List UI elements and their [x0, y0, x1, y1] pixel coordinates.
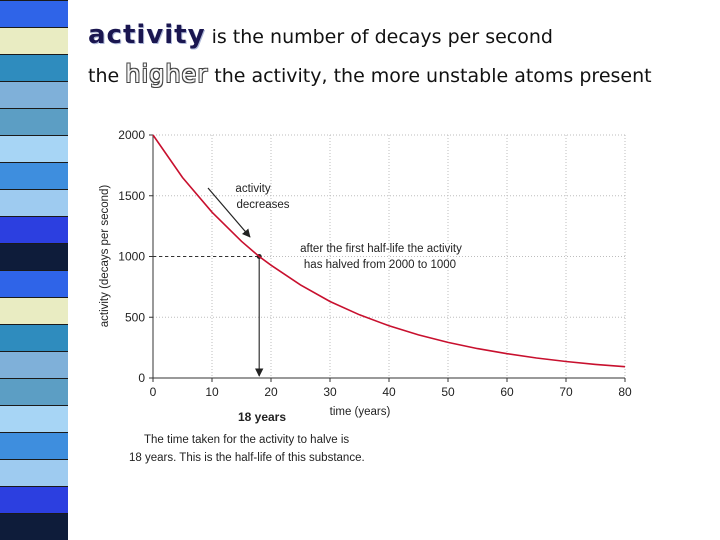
- keyword-activity: activity: [88, 20, 206, 50]
- stripe-block: [0, 270, 68, 297]
- stripe-block: [0, 162, 68, 189]
- x-tick-label: 70: [559, 385, 573, 399]
- x-tick-label: 80: [618, 385, 632, 399]
- y-tick-label: 2000: [118, 128, 145, 142]
- stripe-block: [0, 324, 68, 351]
- stripe-block: [0, 216, 68, 243]
- caption-line2: 18 years. This is the half-life of this …: [129, 452, 365, 464]
- decorative-stripe: [0, 0, 68, 540]
- halved-annotation-line2: has halved from 2000 to 1000: [304, 259, 456, 271]
- x-tick-label: 50: [441, 385, 455, 399]
- y-tick-label: 1000: [118, 250, 145, 264]
- activity-curve: [152, 134, 626, 368]
- stripe-block: [0, 486, 68, 513]
- stripe-block: [0, 297, 68, 324]
- grid: [153, 134, 626, 378]
- stripe-block: [0, 54, 68, 81]
- x-tick-label: 60: [500, 385, 514, 399]
- x-tick-label: 10: [205, 385, 219, 399]
- caption-line1: The time taken for the activity to halve…: [144, 434, 349, 446]
- x-tick-label: 30: [323, 385, 337, 399]
- definition-line: activity is the number of decays per sec…: [88, 20, 553, 50]
- stripe-block: [0, 0, 68, 27]
- tick-labels: 0 10 20 30 40 50 60 70 80 0 500 1000 1500 2000: [118, 128, 632, 399]
- y-tick-label: 1500: [118, 189, 145, 203]
- stripe-block: [0, 351, 68, 378]
- decrease-annotation-line2: decreases: [236, 199, 289, 211]
- relation-prefix: the: [88, 65, 126, 87]
- halved-annotation-line1: after the first half-life the activity: [300, 243, 462, 255]
- stripe-block: [0, 81, 68, 108]
- y-tick-label: 500: [125, 310, 145, 324]
- x-tick-label: 0: [150, 385, 157, 399]
- decrease-pointer-arrow: [207, 187, 251, 238]
- relation-text: the activity, the more unstable atoms pr…: [208, 65, 652, 87]
- stripe-block: [0, 27, 68, 54]
- stripe-block: [0, 378, 68, 405]
- keyword-higher: higher: [125, 60, 209, 88]
- half-life-guides: [153, 254, 264, 377]
- definition-text: is the number of decays per second: [205, 26, 553, 48]
- stripe-block: [0, 135, 68, 162]
- x-tick-label: 20: [264, 385, 278, 399]
- x-tick-label: 40: [382, 385, 396, 399]
- y-axis-label: activity (decays per second): [99, 185, 111, 328]
- stripe-block: [0, 405, 68, 432]
- stripe-block: [0, 432, 68, 459]
- relation-line: the higher the activity, the more unstab…: [88, 60, 652, 88]
- x-axis-label: time (years): [330, 406, 391, 418]
- stripe-block: [0, 108, 68, 135]
- y-tick-label: 0: [138, 371, 145, 385]
- stripe-block: [0, 513, 68, 540]
- half-life-years-label: 18 years: [238, 410, 286, 424]
- stripe-block: [0, 243, 68, 270]
- stripe-block: [0, 459, 68, 486]
- decrease-annotation-line1: activity: [235, 183, 270, 195]
- activity-decay-chart: 0 10 20 30 40 50 60 70 80 0 500 1000 1500 2000 activi…: [99, 128, 632, 464]
- stripe-block: [0, 189, 68, 216]
